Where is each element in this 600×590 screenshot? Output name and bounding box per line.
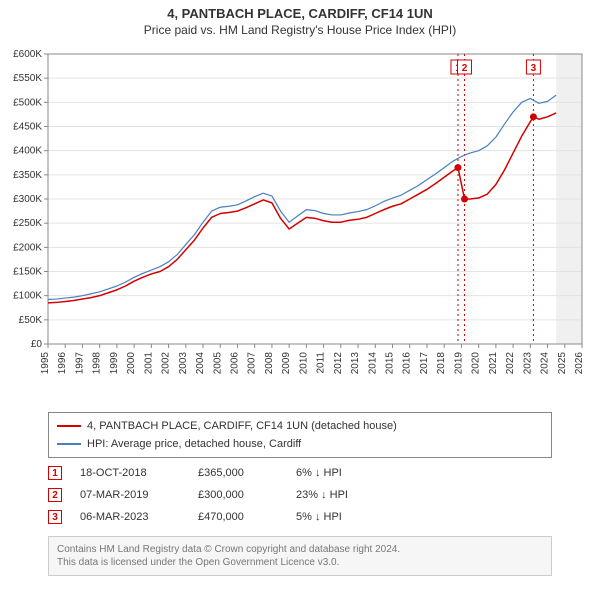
legend: 4, PANTBACH PLACE, CARDIFF, CF14 1UN (de… (48, 412, 552, 458)
svg-text:2000: 2000 (126, 352, 137, 375)
svg-text:2026: 2026 (574, 352, 585, 375)
svg-text:2014: 2014 (367, 352, 378, 375)
sale-price: £365,000 (198, 467, 278, 479)
svg-text:£150K: £150K (13, 267, 42, 278)
svg-text:2012: 2012 (333, 352, 344, 375)
svg-text:2005: 2005 (212, 352, 223, 375)
svg-text:2020: 2020 (471, 352, 482, 375)
sale-diff: 23% ↓ HPI (296, 489, 376, 501)
legend-item-hpi: HPI: Average price, detached house, Card… (57, 435, 543, 453)
svg-text:£0: £0 (31, 339, 43, 350)
svg-text:£100K: £100K (13, 291, 42, 302)
svg-text:£350K: £350K (13, 170, 42, 181)
svg-text:2002: 2002 (161, 352, 172, 375)
legend-label: HPI: Average price, detached house, Card… (87, 438, 301, 450)
title-line1: 4, PANTBACH PLACE, CARDIFF, CF14 1UN (0, 6, 600, 21)
svg-text:1999: 1999 (109, 352, 120, 375)
svg-text:£400K: £400K (13, 146, 42, 157)
sale-row: 1 18-OCT-2018 £365,000 6% ↓ HPI (48, 462, 552, 484)
svg-text:1997: 1997 (74, 352, 85, 375)
footer-line1: Contains HM Land Registry data © Crown c… (57, 543, 543, 556)
legend-item-price-paid: 4, PANTBACH PLACE, CARDIFF, CF14 1UN (de… (57, 417, 543, 435)
svg-text:3: 3 (531, 63, 537, 74)
svg-text:1998: 1998 (92, 352, 103, 375)
sale-row: 3 06-MAR-2023 £470,000 5% ↓ HPI (48, 506, 552, 528)
sale-marker-icon: 2 (48, 488, 62, 502)
sale-marker-icon: 3 (48, 510, 62, 524)
svg-text:£550K: £550K (13, 73, 42, 84)
svg-text:1996: 1996 (57, 352, 68, 375)
svg-text:£250K: £250K (13, 218, 42, 229)
svg-text:2008: 2008 (264, 352, 275, 375)
sale-price: £300,000 (198, 489, 278, 501)
svg-text:2016: 2016 (402, 352, 413, 375)
svg-text:2001: 2001 (143, 352, 154, 375)
svg-text:£500K: £500K (13, 97, 42, 108)
svg-text:2009: 2009 (281, 352, 292, 375)
sales-table: 1 18-OCT-2018 £365,000 6% ↓ HPI 2 07-MAR… (48, 462, 552, 528)
svg-text:£200K: £200K (13, 242, 42, 253)
sale-row: 2 07-MAR-2019 £300,000 23% ↓ HPI (48, 484, 552, 506)
footer-line2: This data is licensed under the Open Gov… (57, 556, 543, 569)
sale-price: £470,000 (198, 511, 278, 523)
svg-text:2015: 2015 (385, 352, 396, 375)
sale-date: 07-MAR-2019 (80, 489, 180, 501)
svg-text:2013: 2013 (350, 352, 361, 375)
svg-text:2021: 2021 (488, 352, 499, 375)
sale-diff: 5% ↓ HPI (296, 511, 376, 523)
svg-text:2011: 2011 (316, 352, 327, 374)
svg-text:2024: 2024 (540, 352, 551, 375)
svg-text:2003: 2003 (178, 352, 189, 375)
legend-swatch (57, 443, 81, 445)
sale-date: 06-MAR-2023 (80, 511, 180, 523)
legend-label: 4, PANTBACH PLACE, CARDIFF, CF14 1UN (de… (87, 420, 397, 432)
svg-text:2004: 2004 (195, 352, 206, 375)
title-line2: Price paid vs. HM Land Registry's House … (0, 23, 600, 37)
svg-text:£450K: £450K (13, 122, 42, 133)
svg-text:2010: 2010 (298, 352, 309, 375)
svg-text:£300K: £300K (13, 194, 42, 205)
svg-text:2025: 2025 (557, 352, 568, 375)
svg-text:2019: 2019 (453, 352, 464, 375)
svg-text:2023: 2023 (522, 352, 533, 375)
sale-date: 18-OCT-2018 (80, 467, 180, 479)
svg-text:2006: 2006 (229, 352, 240, 375)
svg-text:2018: 2018 (436, 352, 447, 375)
sale-diff: 6% ↓ HPI (296, 467, 376, 479)
svg-text:1995: 1995 (40, 352, 51, 375)
svg-text:£600K: £600K (13, 49, 42, 60)
svg-text:2022: 2022 (505, 352, 516, 375)
svg-text:2017: 2017 (419, 352, 430, 375)
svg-text:£50K: £50K (19, 315, 43, 326)
chart: £0 £50K £100K £150K £200K £250K £300K £350K £400… (0, 44, 600, 404)
sale-marker-icon: 1 (48, 466, 62, 480)
svg-text:2: 2 (462, 63, 468, 74)
footer: Contains HM Land Registry data © Crown c… (48, 536, 552, 576)
svg-text:2007: 2007 (247, 352, 258, 375)
legend-swatch (57, 425, 81, 427)
